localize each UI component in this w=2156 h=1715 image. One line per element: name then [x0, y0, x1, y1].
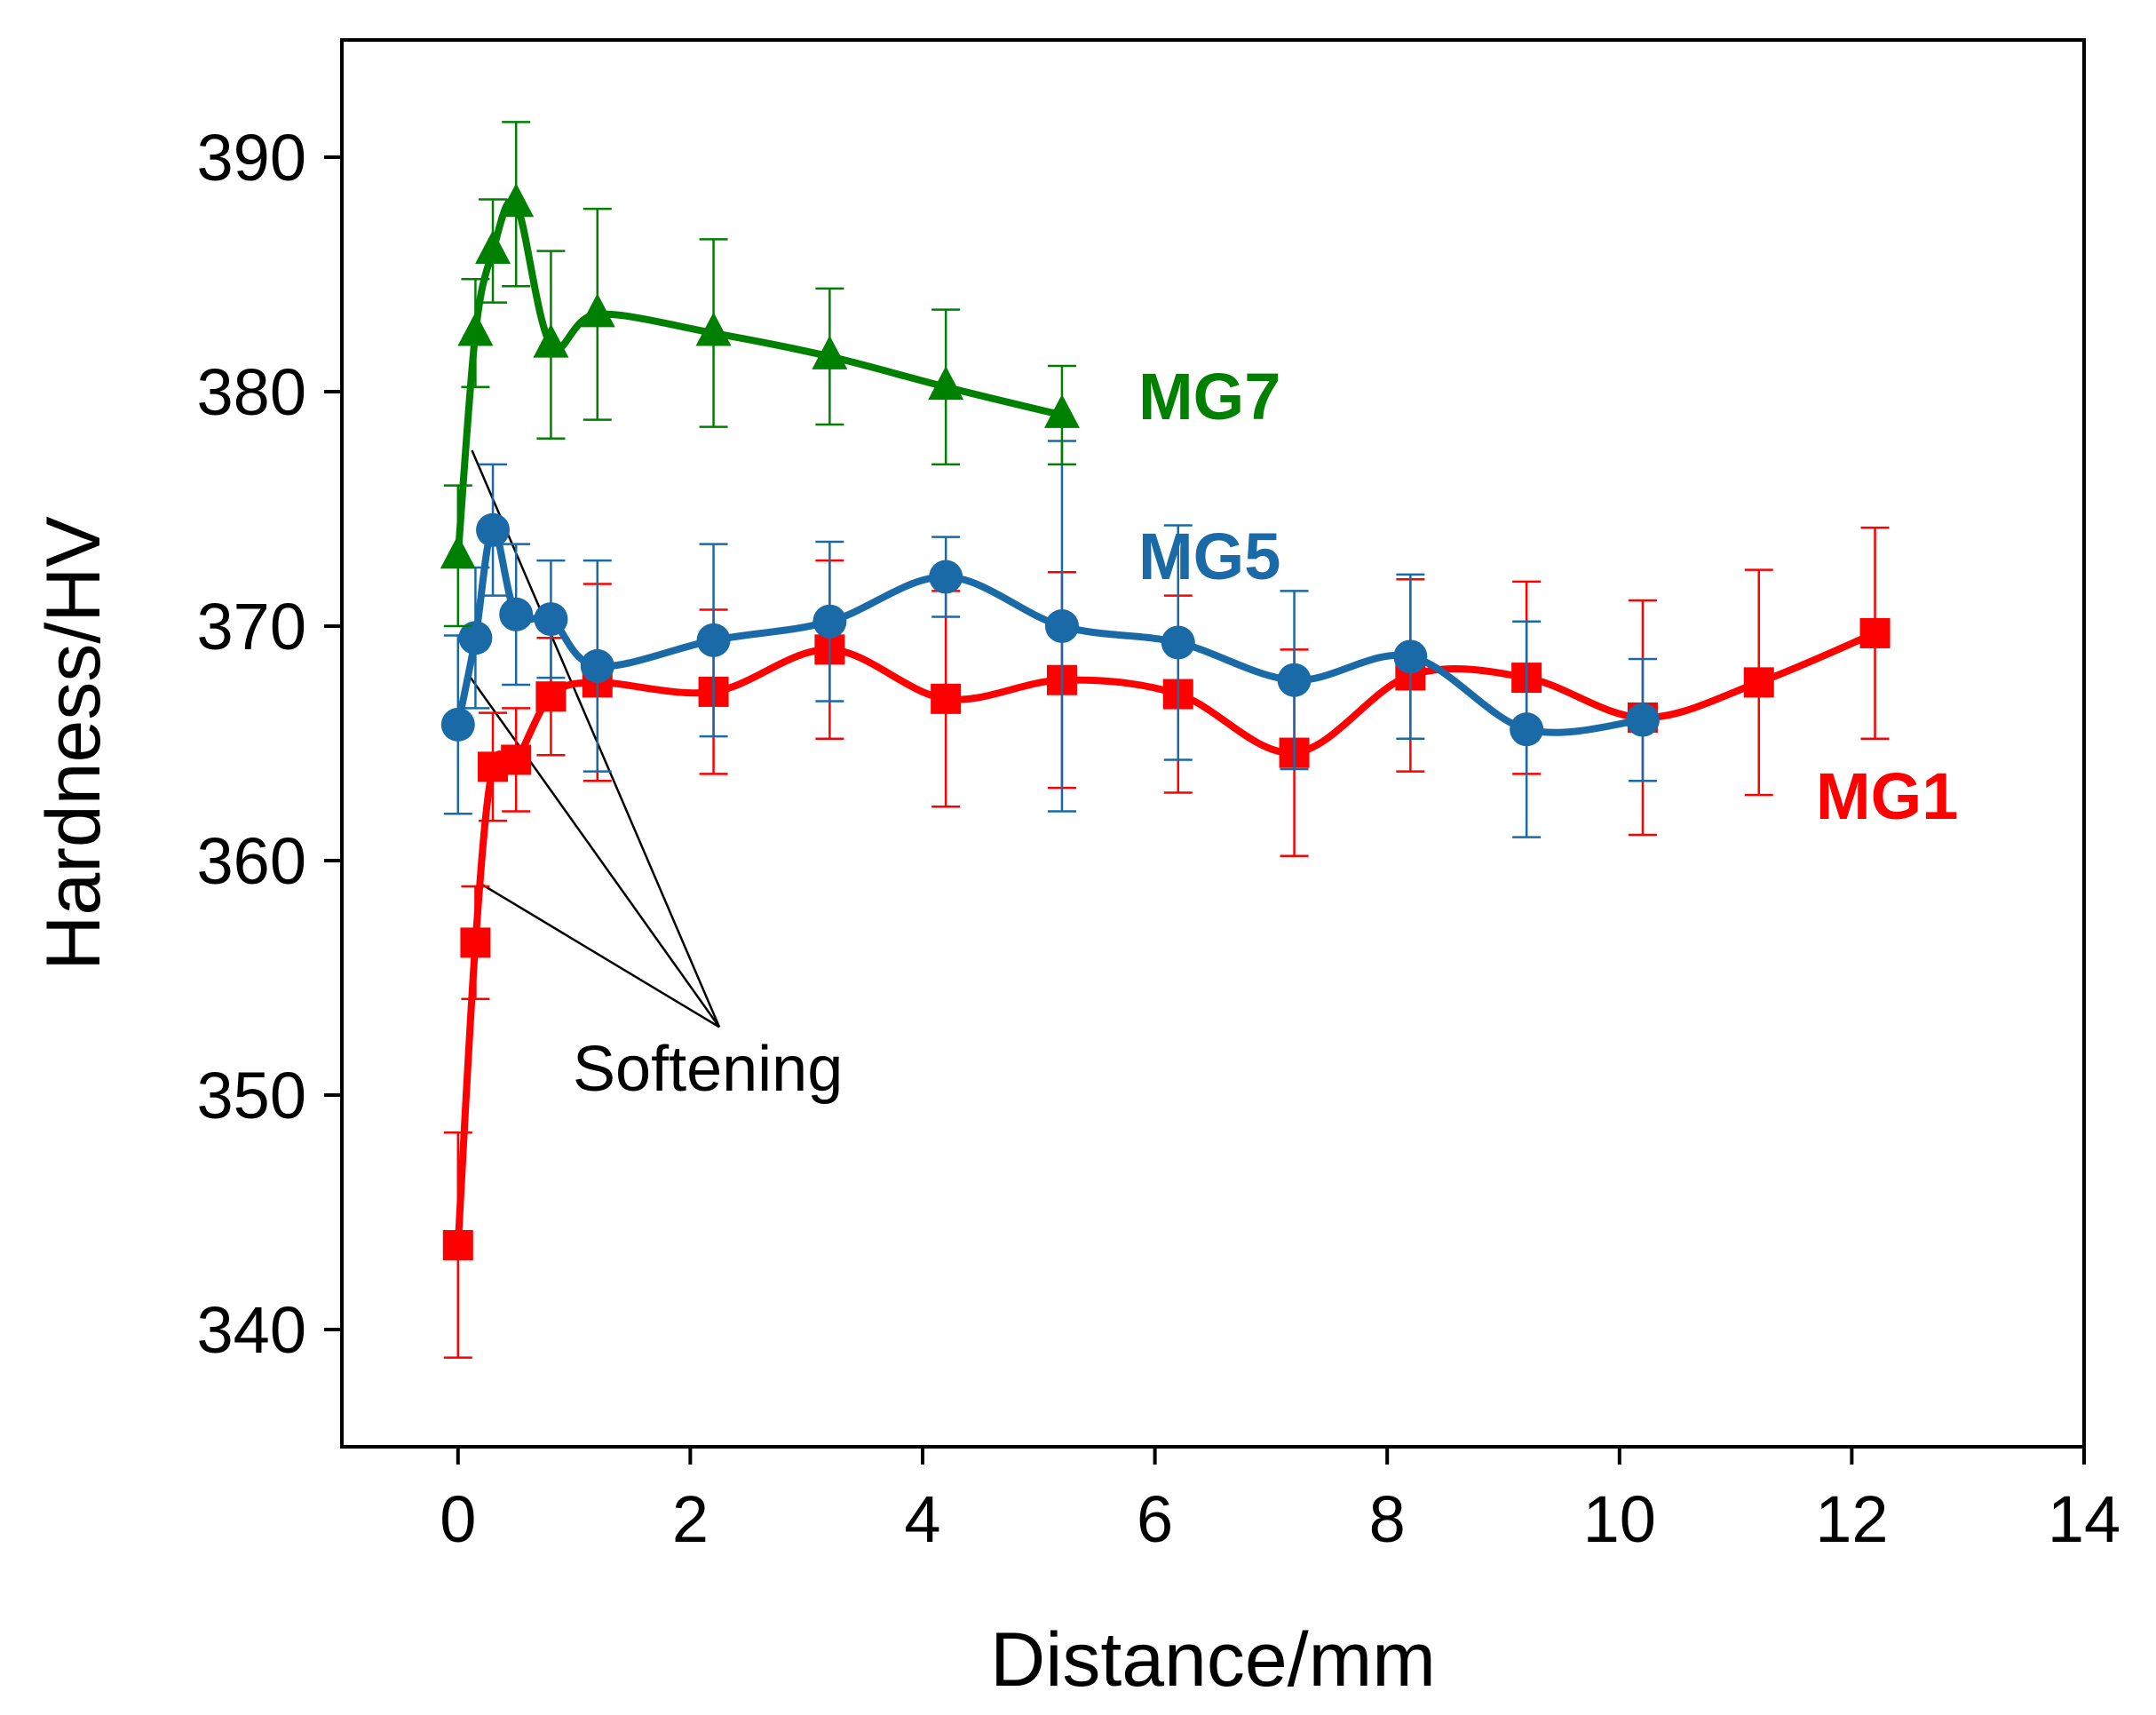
data-point: [697, 623, 731, 657]
softening-leader-line: [481, 884, 719, 1027]
series-line: [458, 633, 1875, 1245]
data-point: [534, 602, 567, 636]
x-tick-label: 6: [1137, 1482, 1173, 1556]
data-point: [1045, 609, 1079, 643]
data-point: [1860, 618, 1890, 648]
data-point: [929, 560, 963, 594]
series-line: [458, 201, 1062, 556]
x-tick-label: 0: [440, 1482, 476, 1556]
data-point: [581, 649, 614, 683]
x-tick-label: 8: [1369, 1482, 1406, 1556]
data-point: [475, 230, 511, 264]
softening-annotation: Softening: [573, 1034, 843, 1105]
x-axis-title: Distance/mm: [990, 1617, 1436, 1703]
y-tick-label: 360: [197, 824, 306, 898]
y-tick-label: 380: [197, 355, 306, 429]
data-point: [1744, 667, 1774, 697]
data-point: [535, 681, 566, 711]
data-point: [931, 684, 961, 714]
y-tick-label: 390: [197, 121, 306, 195]
data-point: [1278, 663, 1312, 697]
data-point: [457, 312, 493, 345]
series-layer: [440, 122, 1890, 1357]
x-tick-label: 10: [1583, 1482, 1656, 1556]
y-tick-label: 340: [197, 1293, 306, 1367]
x-tick-label: 4: [904, 1482, 940, 1556]
x-tick-label: 12: [1815, 1482, 1888, 1556]
x-tick-label: 14: [2048, 1482, 2120, 1556]
data-point: [1510, 712, 1543, 746]
softening-leader-line: [467, 673, 719, 1028]
softening-leader-line: [472, 450, 719, 1027]
data-point: [499, 598, 533, 631]
data-point: [1626, 703, 1660, 737]
data-point: [1393, 639, 1427, 673]
series-mg5: [441, 441, 1660, 837]
series-label-mg5: MG5: [1138, 520, 1280, 593]
hardness-chart: 0 2 4 6 8 10 12 14 340 350 360 370 380 390 Distance/…: [0, 0, 2156, 1715]
data-point: [441, 708, 475, 742]
y-axis-title: Hardness/HV: [31, 516, 116, 970]
data-point: [476, 513, 510, 547]
data-point: [580, 293, 615, 327]
series-mg7: [440, 122, 1080, 626]
y-tick-label: 370: [197, 590, 306, 663]
data-point: [501, 744, 531, 774]
y-tick-label: 350: [197, 1059, 306, 1132]
series-label-mg7: MG7: [1138, 360, 1280, 433]
x-axis-ticks: 0 2 4 6 8 10 12 14: [440, 1447, 2120, 1556]
x-tick-label: 2: [672, 1482, 709, 1556]
data-point: [1161, 625, 1195, 659]
series-label-mg1: MG1: [1816, 759, 1958, 833]
plot-frame: [342, 40, 2084, 1447]
data-point: [812, 605, 846, 639]
y-axis-ticks: 340 350 360 370 380 390: [197, 121, 342, 1367]
data-point: [460, 927, 490, 957]
data-point: [440, 535, 476, 568]
data-point: [443, 1230, 473, 1260]
